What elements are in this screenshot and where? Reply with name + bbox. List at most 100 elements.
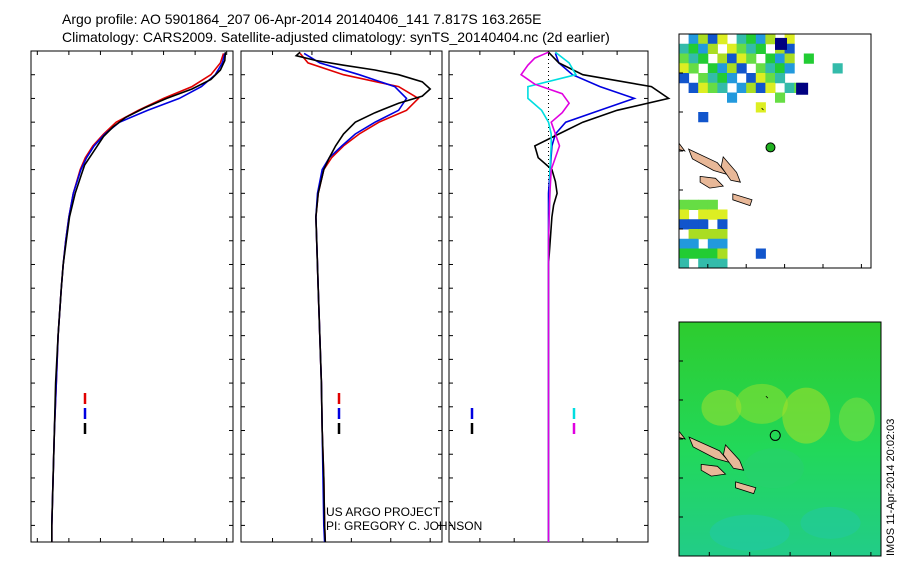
timestamp-stamp: IMOS 11-Apr-2014 20:02:03 xyxy=(885,419,897,556)
map-content xyxy=(679,34,871,268)
sst-cell xyxy=(717,229,728,240)
sst-cell xyxy=(746,73,757,84)
sla-anomaly-blob xyxy=(782,387,831,444)
sst-cell xyxy=(755,248,766,259)
header-line1: Argo profile: AO 5901864_207 06-Apr-2014… xyxy=(62,11,542,27)
sst-cell xyxy=(784,53,795,64)
sst-cell xyxy=(698,112,709,123)
series-line-argo-raw-qc- xyxy=(50,52,227,542)
sst-cell xyxy=(784,82,795,93)
sst-cell xyxy=(688,248,699,259)
sst-cell xyxy=(784,34,795,45)
sst-cell xyxy=(698,53,709,64)
map-content xyxy=(679,322,881,556)
header-line2: Climatology: CARS2009. Satellite-adjuste… xyxy=(62,29,610,45)
sst-cell xyxy=(717,248,728,259)
sst-cell xyxy=(717,238,728,249)
sst-cell xyxy=(707,82,718,93)
sst-cell xyxy=(775,37,787,50)
sst-cell xyxy=(679,43,690,54)
argo-position-marker xyxy=(765,142,776,153)
island-landmass xyxy=(679,142,686,152)
sst-cell xyxy=(688,238,699,249)
sst-cell xyxy=(717,73,728,84)
sst-cell xyxy=(746,34,757,45)
sst-cell xyxy=(707,43,718,54)
sst-cell xyxy=(688,34,699,45)
sst-cell xyxy=(727,92,738,103)
sst-cell xyxy=(688,53,699,64)
sst-cell xyxy=(707,229,718,240)
island-landmass xyxy=(761,107,764,111)
sst-cell xyxy=(717,258,728,268)
sst-cell xyxy=(736,34,747,45)
island-landmass xyxy=(688,436,731,464)
sla-anomaly-blob xyxy=(800,506,861,539)
sst-cell xyxy=(765,63,776,74)
sst-cell xyxy=(765,82,776,93)
series-line-argo-raw-qc- xyxy=(294,51,432,543)
argo-position-marker xyxy=(769,429,781,441)
sst-cell xyxy=(755,73,766,84)
island-landmass xyxy=(735,481,757,495)
salinity-panel xyxy=(240,50,443,543)
sst-cell xyxy=(727,73,738,84)
sst-cell xyxy=(727,53,738,64)
sst-cell xyxy=(717,209,728,220)
island-landmass xyxy=(732,193,753,207)
series-line-satellite-adj-clim- xyxy=(303,52,408,543)
sst-cell xyxy=(707,248,718,259)
sst-cell xyxy=(707,73,718,84)
sst-cell xyxy=(755,102,766,113)
sst-cell xyxy=(765,73,776,84)
sst-cell xyxy=(746,82,757,93)
sst-cell xyxy=(707,199,718,210)
sst-cell xyxy=(679,63,690,74)
sst-cell xyxy=(755,63,766,74)
sst-cell xyxy=(698,209,709,220)
sst-cell xyxy=(765,34,776,45)
sst-cell xyxy=(775,92,786,103)
sst-cell xyxy=(784,43,795,54)
sst-cell xyxy=(679,199,690,210)
sst-cell xyxy=(755,82,766,93)
sst-cell xyxy=(688,229,699,240)
island-landmass xyxy=(765,395,769,399)
island-landmass xyxy=(679,430,687,440)
sst-cell xyxy=(784,63,795,74)
sst-cell xyxy=(679,238,690,249)
sla-anomaly-blob xyxy=(709,514,790,551)
sst-cell xyxy=(679,219,690,230)
sst-cell xyxy=(679,209,690,220)
series-line-climatology xyxy=(50,53,225,542)
sst-cell xyxy=(796,82,809,95)
island-landmass xyxy=(720,156,742,183)
credit-line1: US ARGO PROJECT xyxy=(326,505,441,519)
sst-cell xyxy=(698,248,709,259)
sst-cell xyxy=(688,219,699,230)
plot-frame xyxy=(240,50,443,543)
sst-cell xyxy=(707,258,718,268)
sst-cell xyxy=(698,229,709,240)
sst-cell xyxy=(707,238,718,249)
sst-cell xyxy=(746,43,757,54)
sst-cell xyxy=(698,82,709,93)
sla-anomaly-blob xyxy=(838,397,875,442)
sst-cell xyxy=(679,248,690,259)
series-line-t-argo-adj- xyxy=(533,51,671,542)
island-landmass xyxy=(722,444,745,471)
sst-cell xyxy=(717,219,728,230)
sst-cell xyxy=(736,82,747,93)
sst-cell xyxy=(679,258,690,268)
sst-cell xyxy=(707,209,718,220)
difference-panel xyxy=(448,50,671,543)
sst-cell xyxy=(698,258,709,268)
sst-cell xyxy=(707,63,718,74)
sst-cell xyxy=(775,53,786,64)
sst-cell xyxy=(717,34,728,45)
sst-cell xyxy=(688,63,699,74)
sst-cell xyxy=(698,34,709,45)
series-line-satellite-adj-clim- xyxy=(50,53,226,542)
